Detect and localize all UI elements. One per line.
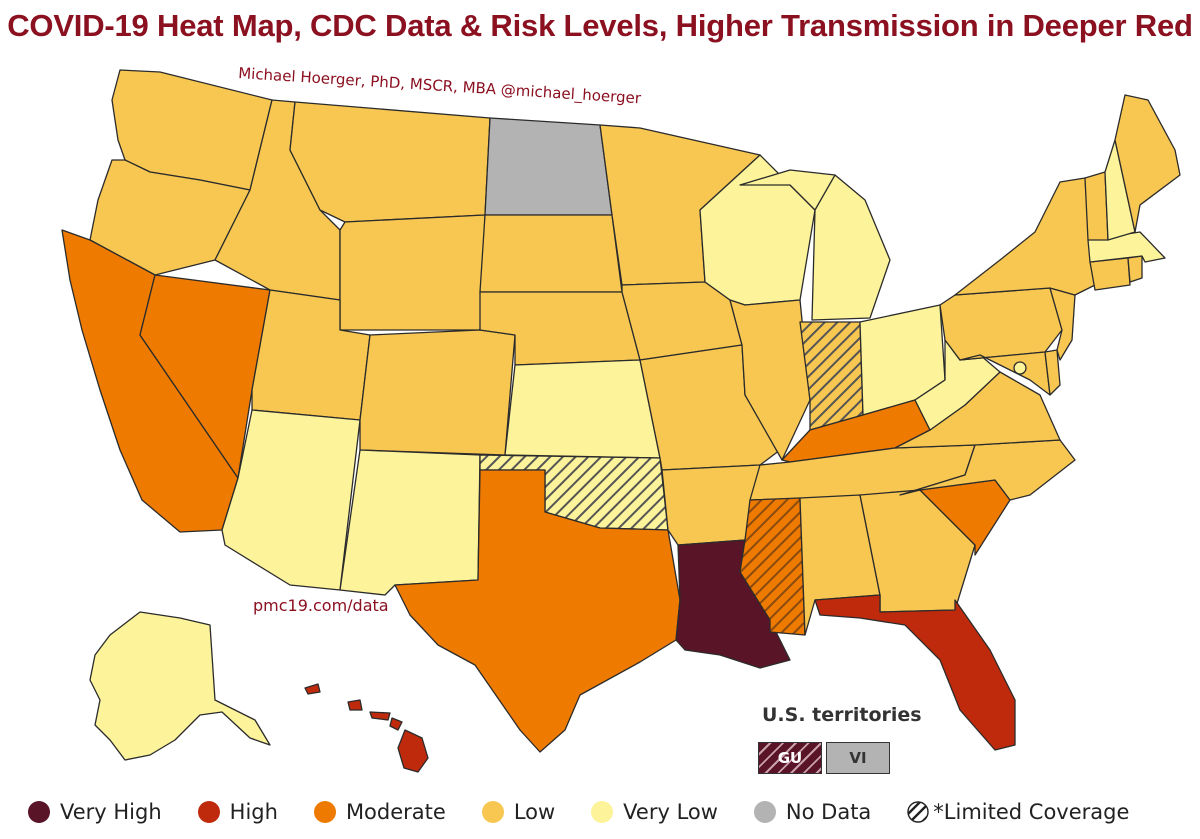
territories-title: U.S. territories [762,704,922,726]
state-wyoming[interactable] [339,214,486,331]
territory-guam[interactable]: GU [758,742,822,774]
state-texas[interactable] [394,469,681,753]
state-north-dakota[interactable] [484,117,613,216]
us-map: Michael Hoerger, PhD, MSCR, MBA @michael… [61,64,1181,773]
legend-low-label: Low [513,800,556,824]
legend-very-low-swatch [591,801,614,823]
legend-moderate-label: Moderate [345,800,446,824]
state-rhode-island[interactable] [1127,255,1143,283]
state-maine[interactable] [1114,94,1181,233]
legend-very-low: Very Low [591,800,718,824]
legend-no-data-label: No Data [785,800,872,824]
legend-low-swatch [481,801,504,823]
legend-high-label: High [229,800,278,824]
state-florida[interactable] [814,594,1016,751]
hatch-icon [907,801,929,823]
state-north-carolina[interactable] [899,439,1076,501]
legend-limited-coverage: *Limited Coverage [907,800,1129,824]
state-colorado[interactable] [359,329,516,456]
legend-very-high-label: Very High [60,800,162,824]
legend-high: High [197,800,278,824]
legend-limited-coverage-label: *Limited Coverage [933,800,1130,824]
legend-very-low-label: Very Low [623,800,718,824]
state-new-york[interactable] [954,177,1096,296]
state-michigan[interactable] [739,169,891,321]
state-pennsylvania[interactable] [939,287,1063,361]
state-arizona[interactable] [221,409,361,591]
legend-low: Low [481,800,556,824]
legend-very-high: Very High [28,800,162,824]
state-kansas[interactable] [504,359,661,459]
legend-no-data-swatch [753,801,776,823]
legend-moderate-swatch [313,801,336,823]
state-south-dakota[interactable] [479,214,623,293]
state-new-mexico[interactable] [339,449,481,596]
state-indiana[interactable] [799,321,864,431]
legend-no-data: No Data [753,800,872,824]
territory-vi-label: VI [849,749,867,767]
legend-high-swatch [197,801,220,823]
state-vermont[interactable] [1084,171,1109,241]
state-connecticut[interactable] [1089,257,1131,291]
legend-very-high-swatch [28,801,50,823]
state-dc[interactable] [1013,361,1027,375]
state-montana[interactable] [289,101,491,223]
territory-virgin-islands[interactable]: VI [826,742,890,774]
legend: Very High High Moderate Low Very Low No … [28,796,1188,828]
source-url[interactable]: pmc19.com/data [253,596,389,615]
state-delaware[interactable] [1044,349,1061,396]
state-hawaii[interactable] [304,683,429,773]
map-title: COVID-19 Heat Map, CDC Data & Risk Level… [7,8,1193,43]
territory-guam-label: GU [777,749,803,767]
legend-moderate: Moderate [313,800,446,824]
state-nevada[interactable] [139,274,271,479]
state-alaska[interactable] [89,611,271,761]
